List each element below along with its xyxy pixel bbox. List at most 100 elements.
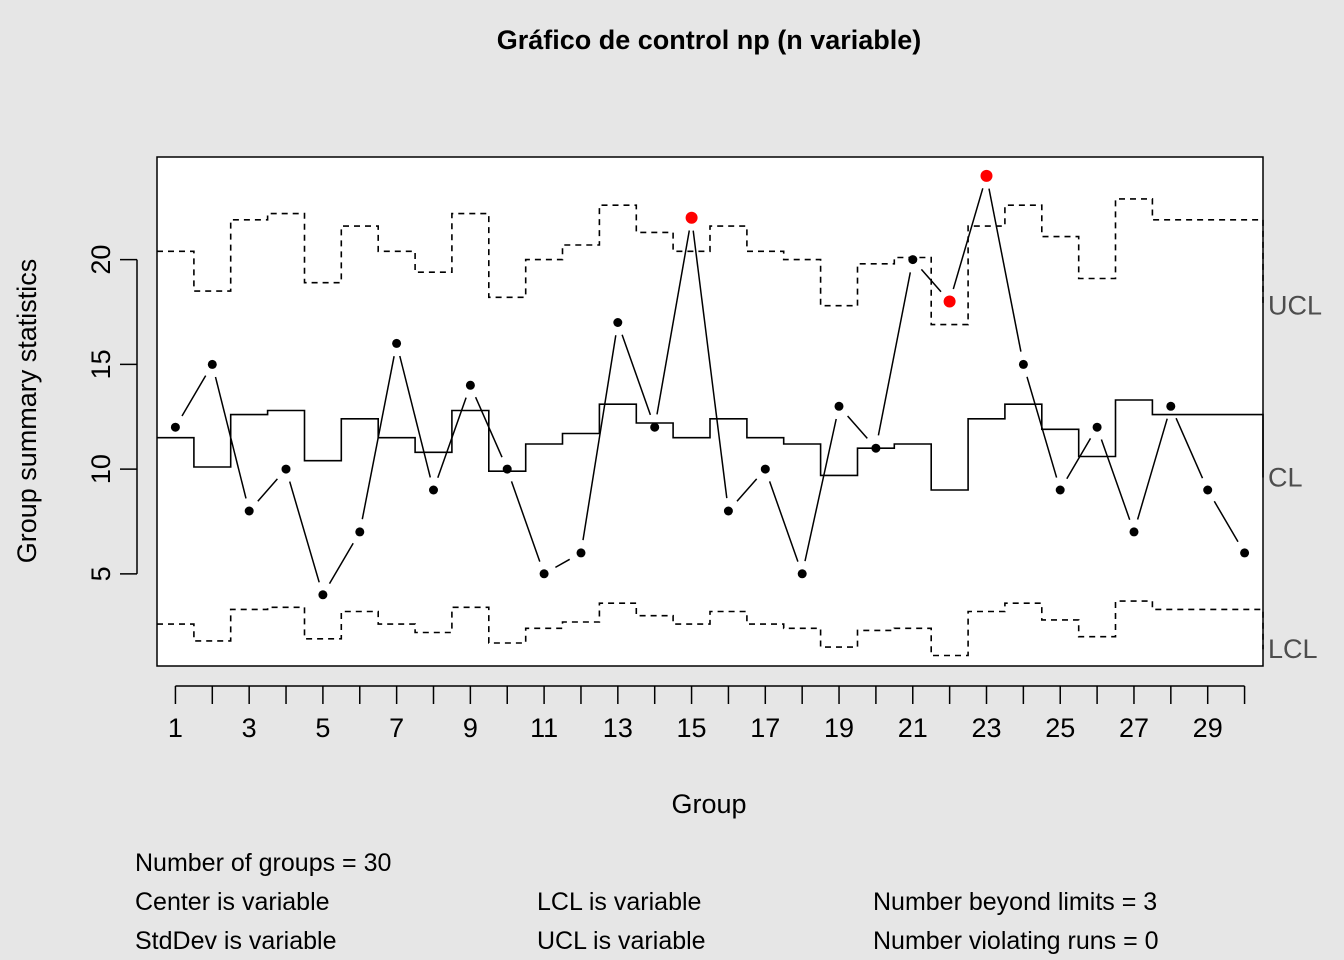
y-tick-label: 10 <box>86 454 116 484</box>
x-axis-label: Group <box>671 789 746 819</box>
data-point <box>871 443 881 453</box>
y-tick-label: 20 <box>86 245 116 275</box>
x-tick-label: 13 <box>603 713 633 743</box>
series-segment <box>328 542 354 584</box>
x-tick-label: 19 <box>824 713 854 743</box>
series-segment <box>181 375 207 417</box>
stat-ucl: UCL is variable <box>537 927 706 955</box>
series-segment <box>437 397 467 479</box>
series-segment <box>847 415 868 439</box>
data-point <box>760 464 770 474</box>
data-point <box>429 485 438 495</box>
data-point <box>244 506 254 516</box>
x-tick-label: 15 <box>677 713 707 743</box>
data-point <box>650 422 660 432</box>
y-tick-label: 15 <box>86 349 116 379</box>
summary-stats: Number of groups = 30 Center is variable… <box>135 849 1159 955</box>
x-tick-label: 3 <box>242 713 257 743</box>
data-point <box>1055 485 1065 495</box>
violation-point <box>980 169 993 182</box>
ucl-line <box>157 198 1264 326</box>
series-segment <box>692 230 728 499</box>
chart-title: Gráfico de control np (n variable) <box>497 25 922 55</box>
stat-stddev: StdDev is variable <box>135 927 336 955</box>
data-point <box>613 318 623 327</box>
stat-violating-runs: Number violating runs = 0 <box>873 927 1159 955</box>
violation-point <box>685 211 698 224</box>
series-segment <box>656 230 691 415</box>
data-point <box>318 590 328 600</box>
x-tick-label: 23 <box>971 713 1001 743</box>
data-point <box>834 401 844 411</box>
data-point <box>797 569 807 579</box>
data-point <box>281 464 291 474</box>
data-point <box>1018 359 1028 369</box>
x-tick-label: 11 <box>530 713 558 743</box>
x-tick-label: 29 <box>1193 713 1223 743</box>
data-point <box>723 506 733 516</box>
series-segment <box>952 188 984 290</box>
series-segment <box>1136 418 1168 520</box>
x-tick-label: 9 <box>463 713 478 743</box>
series-segment <box>1100 439 1131 520</box>
stat-lcl: LCL is variable <box>537 888 701 916</box>
x-tick-label: 21 <box>898 713 928 743</box>
center-line <box>157 399 1264 491</box>
violation-point <box>943 295 956 308</box>
cl-label: CL <box>1268 463 1303 493</box>
data-point <box>539 569 549 579</box>
data-point <box>355 527 365 537</box>
center-step-path <box>157 399 1264 491</box>
data-point <box>1092 422 1102 432</box>
data-point <box>1129 527 1139 537</box>
x-tick-label: 7 <box>389 713 404 743</box>
series-segment <box>768 481 799 562</box>
series-segment <box>214 376 247 499</box>
data-point <box>392 338 402 348</box>
series-segment <box>288 481 320 583</box>
series-segment <box>1066 438 1092 480</box>
lcl-step-path <box>157 600 1264 657</box>
x-tick-label: 5 <box>315 713 330 743</box>
stat-beyond-limits: Number beyond limits = 3 <box>873 888 1157 916</box>
data-point <box>1203 485 1213 495</box>
stat-number-of-groups: Number of groups = 30 <box>135 849 391 877</box>
series-segment <box>988 188 1022 352</box>
series-segment <box>1175 417 1204 479</box>
y-axis: 5 10 15 20 <box>86 245 138 581</box>
x-axis: 1 3 5 7 9 11 13 15 17 19 21 23 25 27 29 <box>168 685 1246 743</box>
data-point <box>1240 548 1250 558</box>
data-point <box>1166 401 1176 411</box>
data-point <box>207 359 217 369</box>
x-tick-label: 27 <box>1119 713 1149 743</box>
ucl-step-path <box>157 198 1264 326</box>
series-segment <box>1213 500 1239 543</box>
series-segment <box>399 355 432 478</box>
series-segment <box>877 272 912 436</box>
series-segment <box>361 356 395 520</box>
ucl-label: UCL <box>1268 291 1322 321</box>
data-series <box>181 188 1239 584</box>
series-segment <box>582 335 617 541</box>
data-point <box>465 380 475 390</box>
stat-center: Center is variable <box>135 888 330 916</box>
data-point <box>576 548 586 558</box>
x-tick-label: 1 <box>168 713 183 743</box>
series-segment <box>621 334 652 416</box>
y-axis-label: Group summary statistics <box>12 259 42 564</box>
lcl-line <box>157 600 1264 657</box>
y-tick-label: 5 <box>86 566 116 581</box>
series-segment <box>920 268 942 293</box>
series-segment <box>474 396 503 458</box>
plot-area <box>156 156 1264 667</box>
data-point <box>502 464 512 474</box>
x-tick-label: 17 <box>750 713 780 743</box>
series-segment <box>257 478 278 502</box>
series-segment <box>555 558 571 569</box>
data-point <box>908 255 918 265</box>
lcl-label: LCL <box>1268 634 1318 664</box>
series-segment <box>804 418 837 562</box>
series-segment <box>1026 376 1058 478</box>
series-segment <box>510 481 541 562</box>
